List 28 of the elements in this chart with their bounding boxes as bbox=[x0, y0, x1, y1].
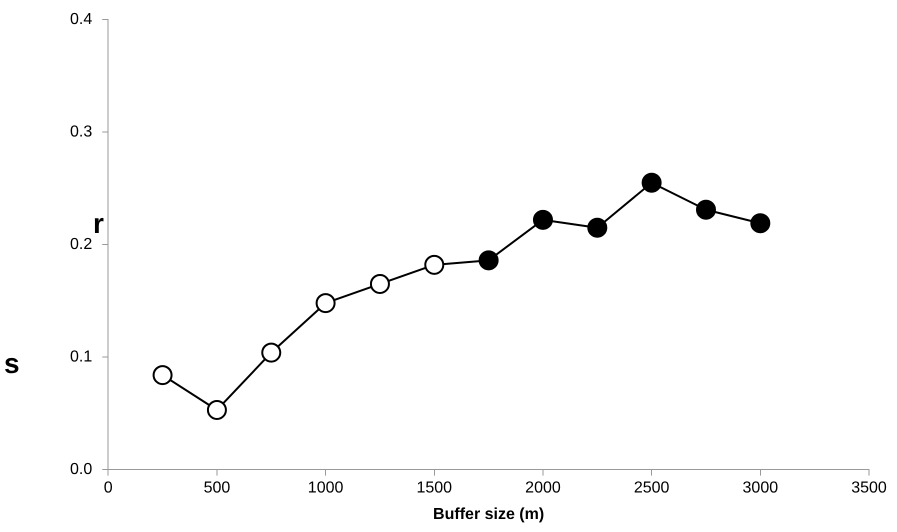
y-tick-label: 0.2 bbox=[70, 236, 92, 254]
y-tick-label: 0.4 bbox=[70, 11, 92, 28]
point bbox=[696, 200, 716, 220]
point bbox=[152, 365, 173, 386]
point bbox=[587, 218, 608, 238]
point bbox=[478, 250, 499, 270]
x-tick-label: 1000 bbox=[308, 480, 344, 497]
y-tick-label: 0.0 bbox=[70, 461, 92, 478]
x-axis-title: Buffer size (m) bbox=[433, 506, 544, 523]
point bbox=[532, 210, 553, 230]
x-tick-label: 500 bbox=[204, 480, 230, 497]
point bbox=[316, 293, 336, 314]
x-tick-label: 2000 bbox=[525, 480, 561, 497]
point bbox=[424, 254, 444, 275]
x-tick-label: 0 bbox=[104, 480, 113, 497]
point bbox=[206, 400, 227, 420]
y-tick-label: 0.1 bbox=[70, 348, 92, 366]
x-tick-label: 1500 bbox=[416, 480, 452, 497]
x-tick-label: 2500 bbox=[634, 480, 670, 497]
y-tick-label: 0.3 bbox=[70, 124, 92, 141]
point bbox=[642, 172, 662, 193]
point bbox=[750, 213, 770, 234]
point bbox=[370, 274, 390, 294]
point bbox=[261, 342, 282, 363]
x-tick-label: 3500 bbox=[851, 480, 887, 497]
text: r bbox=[93, 208, 104, 240]
x-tick-label: 3000 bbox=[742, 480, 778, 497]
text: s bbox=[4, 348, 20, 380]
